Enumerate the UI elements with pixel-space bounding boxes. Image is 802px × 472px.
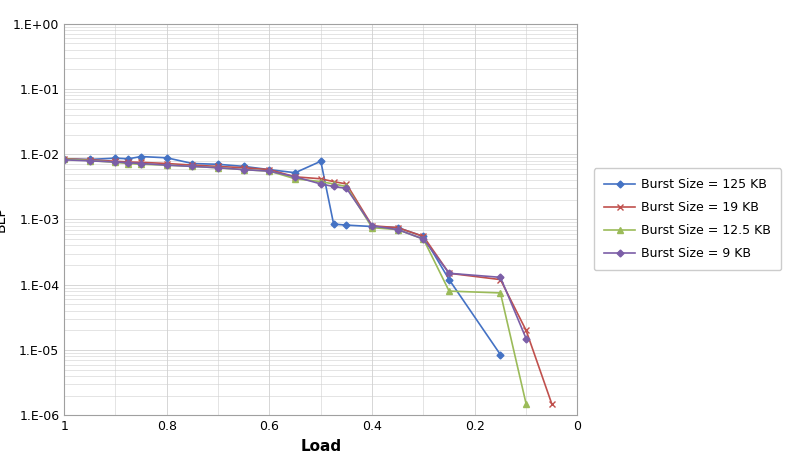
Burst Size = 12.5 KB [136, 161, 146, 167]
Burst Size = 9 KB [393, 227, 403, 232]
Burst Size = 19 KB [265, 167, 274, 172]
Burst Size = 125 KB [342, 222, 351, 228]
Burst Size = 12.5 KB [59, 156, 69, 162]
Burst Size = 125 KB [85, 157, 95, 162]
Line: Burst Size = 19 KB: Burst Size = 19 KB [61, 155, 555, 407]
Burst Size = 9 KB [367, 223, 377, 228]
Burst Size = 125 KB [136, 154, 146, 160]
Burst Size = 125 KB [111, 155, 120, 161]
Burst Size = 125 KB [496, 352, 505, 357]
Burst Size = 9 KB [496, 275, 505, 280]
Burst Size = 12.5 KB [444, 288, 454, 294]
Burst Size = 125 KB [188, 160, 197, 166]
Burst Size = 125 KB [419, 234, 428, 239]
Line: Burst Size = 9 KB: Burst Size = 9 KB [62, 157, 529, 341]
Burst Size = 125 KB [239, 164, 249, 169]
Burst Size = 12.5 KB [367, 225, 377, 230]
X-axis label: Load: Load [300, 439, 342, 454]
Burst Size = 125 KB [367, 224, 377, 229]
Burst Size = 19 KB [521, 328, 531, 333]
Burst Size = 19 KB [393, 225, 403, 230]
Burst Size = 9 KB [290, 174, 300, 180]
Burst Size = 9 KB [59, 157, 69, 163]
Line: Burst Size = 12.5 KB: Burst Size = 12.5 KB [62, 156, 529, 407]
Burst Size = 12.5 KB [393, 227, 403, 232]
Burst Size = 9 KB [342, 185, 351, 191]
Burst Size = 125 KB [265, 167, 274, 172]
Burst Size = 19 KB [124, 159, 133, 165]
Burst Size = 125 KB [162, 155, 172, 160]
Burst Size = 12.5 KB [111, 160, 120, 165]
Burst Size = 19 KB [547, 401, 557, 407]
Burst Size = 19 KB [496, 277, 505, 282]
Burst Size = 9 KB [521, 336, 531, 341]
Burst Size = 12.5 KB [496, 290, 505, 296]
Y-axis label: BLP: BLP [0, 207, 7, 232]
Burst Size = 19 KB [136, 160, 146, 165]
Burst Size = 125 KB [316, 159, 326, 164]
Burst Size = 12.5 KB [290, 176, 300, 182]
Burst Size = 125 KB [124, 156, 133, 161]
Burst Size = 125 KB [329, 221, 338, 227]
Burst Size = 12.5 KB [124, 160, 133, 166]
Burst Size = 12.5 KB [521, 401, 531, 407]
Burst Size = 19 KB [59, 156, 69, 161]
Burst Size = 19 KB [419, 234, 428, 239]
Burst Size = 9 KB [124, 160, 133, 166]
Burst Size = 9 KB [316, 181, 326, 187]
Burst Size = 12.5 KB [162, 162, 172, 168]
Burst Size = 9 KB [188, 164, 197, 169]
Burst Size = 12.5 KB [213, 165, 223, 170]
Line: Burst Size = 125 KB: Burst Size = 125 KB [62, 154, 503, 357]
Burst Size = 19 KB [239, 165, 249, 170]
Burst Size = 9 KB [111, 159, 120, 165]
Burst Size = 125 KB [213, 161, 223, 167]
Burst Size = 19 KB [188, 162, 197, 168]
Legend: Burst Size = 125 KB, Burst Size = 19 KB, Burst Size = 12.5 KB, Burst Size = 9 KB: Burst Size = 125 KB, Burst Size = 19 KB,… [594, 169, 781, 270]
Burst Size = 12.5 KB [329, 181, 338, 187]
Burst Size = 12.5 KB [188, 164, 197, 169]
Burst Size = 9 KB [419, 236, 428, 242]
Burst Size = 19 KB [290, 174, 300, 180]
Burst Size = 19 KB [111, 159, 120, 164]
Burst Size = 125 KB [59, 156, 69, 161]
Burst Size = 12.5 KB [419, 236, 428, 242]
Burst Size = 125 KB [444, 277, 454, 282]
Burst Size = 12.5 KB [265, 169, 274, 174]
Burst Size = 9 KB [213, 165, 223, 170]
Burst Size = 12.5 KB [316, 179, 326, 185]
Burst Size = 19 KB [367, 223, 377, 228]
Burst Size = 12.5 KB [85, 158, 95, 163]
Burst Size = 9 KB [239, 167, 249, 172]
Burst Size = 19 KB [444, 270, 454, 276]
Burst Size = 9 KB [444, 270, 454, 276]
Burst Size = 19 KB [213, 164, 223, 169]
Burst Size = 12.5 KB [239, 167, 249, 172]
Burst Size = 19 KB [342, 181, 351, 187]
Burst Size = 125 KB [393, 225, 403, 230]
Burst Size = 9 KB [265, 169, 274, 174]
Burst Size = 9 KB [162, 162, 172, 168]
Burst Size = 9 KB [136, 160, 146, 166]
Burst Size = 19 KB [162, 160, 172, 166]
Burst Size = 19 KB [316, 176, 326, 182]
Burst Size = 125 KB [290, 170, 300, 176]
Burst Size = 12.5 KB [342, 184, 351, 189]
Burst Size = 19 KB [85, 157, 95, 163]
Burst Size = 9 KB [85, 158, 95, 164]
Burst Size = 19 KB [329, 179, 338, 185]
Burst Size = 9 KB [329, 184, 338, 189]
